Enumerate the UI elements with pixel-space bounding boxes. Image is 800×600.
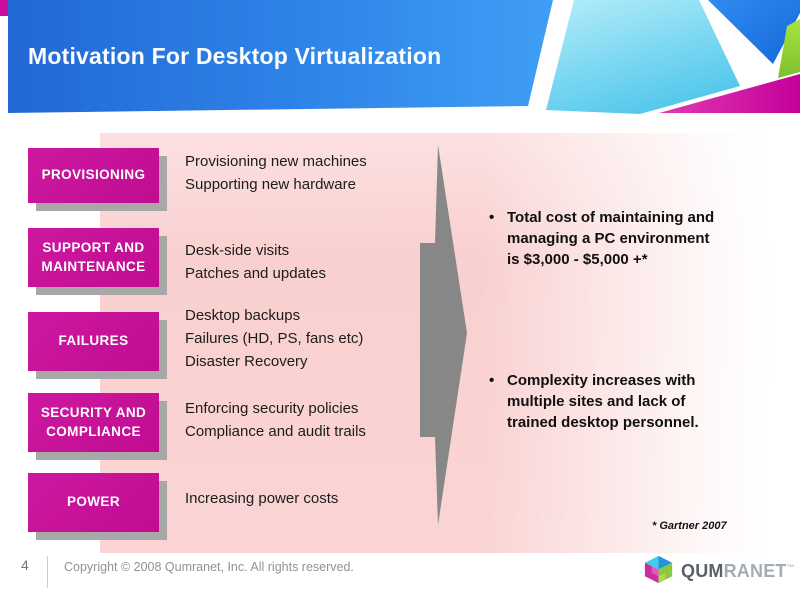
bullet-text: Total cost of maintaining and managing a… (507, 209, 715, 268)
category-box-security-compliance: SECURITY AND COMPLIANCE (28, 393, 159, 452)
category-label: SECURITY AND COMPLIANCE (40, 405, 147, 439)
category-label: POWER (66, 494, 120, 510)
description-power: Increasing power costs (185, 487, 415, 510)
category-label: PROVISIONING (41, 167, 146, 183)
title-banner-shape (8, 0, 553, 113)
description-line: Supporting new hardware (185, 176, 356, 193)
footnote-gartner: * Gartner 2007 (652, 520, 727, 532)
qumranet-logo-icon (644, 555, 673, 584)
description-line: Desk-side visits (185, 242, 290, 259)
flow-arrow-shape (420, 145, 467, 525)
qumranet-logo: QUMRANET™ (642, 552, 795, 587)
description-line: Desktop backups (185, 307, 301, 324)
bullet-item-complexity: • Complexity increases with multiple sit… (489, 370, 729, 433)
bullet-item-cost: • Total cost of maintaining and managing… (489, 207, 729, 270)
magenta-triangle (659, 74, 800, 113)
category-box-failures: FAILURES (28, 312, 159, 371)
category-box-power: POWER (28, 473, 159, 532)
green-sliver (778, 19, 800, 78)
description-line: Patches and updates (185, 265, 326, 282)
description-security-compliance: Enforcing security policies Compliance a… (185, 397, 415, 443)
blue-triangle (708, 0, 800, 64)
description-line: Provisioning new machines (185, 153, 367, 170)
description-provisioning: Provisioning new machines Supporting new… (185, 150, 415, 196)
description-support-maintenance: Desk-side visits Patches and updates (185, 239, 415, 285)
page-title: Motivation For Desktop Virtualization (28, 43, 442, 69)
category-box-support-maintenance: SUPPORT AND MAINTENANCE (28, 228, 159, 287)
description-line: Enforcing security policies (185, 400, 359, 417)
footer-separator (47, 556, 48, 588)
description-line: Compliance and audit trails (185, 423, 366, 440)
description-line: Failures (HD, PS, fans etc) (185, 330, 364, 347)
corner-magenta-sliver (0, 0, 10, 16)
qumranet-logo-text: QUMRANET™ (681, 561, 795, 582)
bullet-text: Complexity increases with multiple sites… (507, 372, 699, 431)
category-box-provisioning: PROVISIONING (28, 148, 159, 203)
category-label: SUPPORT AND MAINTENANCE (41, 240, 146, 274)
description-failures: Desktop backups Failures (HD, PS, fans e… (185, 304, 415, 373)
category-label: FAILURES (58, 333, 129, 349)
logo-text-primary: QUM (681, 561, 724, 581)
logo-trademark: ™ (786, 563, 795, 572)
bullet-marker: • (489, 372, 495, 389)
header-decoration (0, 0, 800, 114)
description-line: Disaster Recovery (185, 353, 308, 370)
cyan-triangle (546, 0, 740, 114)
description-line: Increasing power costs (185, 490, 339, 507)
bullet-marker: • (489, 209, 495, 226)
logo-text-secondary: RANET (723, 561, 787, 581)
copyright-text: Copyright © 2008 Qumranet, Inc. All righ… (64, 560, 354, 574)
page-number: 4 (21, 557, 29, 573)
